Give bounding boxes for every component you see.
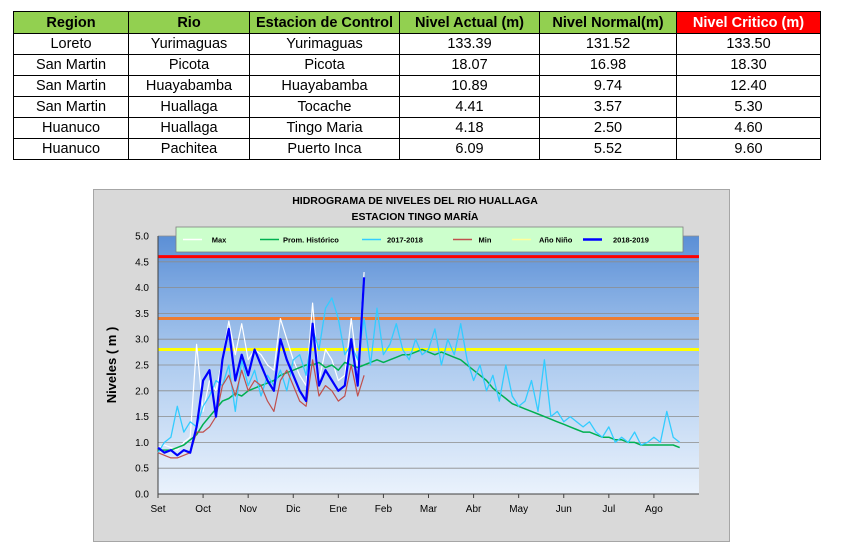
cell-nivel-normal: 16.98 (539, 54, 677, 76)
legend-label: Min (479, 236, 492, 245)
legend-label: Max (212, 236, 227, 245)
x-tick-label: Jul (602, 504, 615, 515)
cell-region: San Martin (13, 75, 129, 97)
table-row: Huanuco Pachitea Puerto Inca 6.09 5.52 9… (13, 138, 821, 160)
series-line-prom-hist-rico (158, 348, 680, 451)
cell-region: San Martin (13, 96, 129, 118)
cell-rio: Huallaga (128, 96, 250, 118)
cell-region: Huanuco (13, 117, 129, 139)
cell-rio: Pachitea (128, 138, 250, 160)
legend-label: Año Niño (539, 236, 573, 245)
chart-subtitle: ESTACION TINGO MARÍA (352, 210, 479, 223)
series-line-2018-2019 (157, 277, 366, 457)
x-tick-label: Nov (239, 504, 257, 515)
cell-nivel-critico: 18.30 (676, 54, 821, 76)
header-rio: Rio (128, 11, 250, 34)
cell-nivel-actual: 4.18 (399, 117, 540, 139)
y-tick-label: 5.0 (135, 232, 149, 243)
table-row: San Martin Huallaga Tocache 4.41 3.57 5.… (13, 96, 821, 118)
cell-nivel-actual: 10.89 (399, 75, 540, 97)
y-tick-label: 0.5 (135, 464, 149, 475)
cell-estacion: Tingo Maria (249, 117, 400, 139)
y-tick-label: 2.0 (135, 386, 149, 397)
x-tick-label: May (509, 504, 528, 515)
table-header-row: Region Rio Estacion de Control Nivel Act… (13, 11, 821, 34)
x-tick-label: Set (150, 504, 165, 515)
cell-nivel-critico: 5.30 (676, 96, 821, 118)
cell-nivel-actual: 4.41 (399, 96, 540, 118)
x-tick-label: Feb (375, 504, 393, 515)
header-nivel-actual: Nivel Actual (m) (399, 11, 540, 34)
chart-legend: Max Prom. Histórico 2017-2018 Min Año Niño 20… (175, 226, 684, 253)
header-estacion: Estacion de Control (249, 11, 400, 34)
series-line-max (157, 272, 365, 451)
cell-nivel-critico: 4.60 (676, 117, 821, 139)
series-line-2017-2018 (157, 297, 681, 454)
chart-title: HIDROGRAMA DE NIVELES DEL RIO HUALLAGA (292, 195, 538, 207)
cell-nivel-normal: 9.74 (539, 75, 677, 97)
cell-nivel-actual: 6.09 (399, 138, 540, 160)
table-row: Huanuco Huallaga Tingo Maria 4.18 2.50 4… (13, 117, 821, 139)
cell-nivel-actual: 133.39 (399, 33, 540, 55)
cell-nivel-normal: 3.57 (539, 96, 677, 118)
table-row: Loreto Yurimaguas Yurimaguas 133.39 131.… (13, 33, 821, 55)
cell-rio: Huallaga (128, 117, 250, 139)
plot-area: 0.0 0.5 1.0 1.5 2.0 2.5 3.0 3.5 4.0 4.5 5.0 Set Oct N… (135, 232, 699, 515)
y-tick-label: 1.5 (135, 412, 149, 423)
cell-nivel-critico: 12.40 (676, 75, 821, 97)
y-tick-label: 3.0 (135, 335, 149, 346)
table-row: San Martin Huayabamba Huayabamba 10.89 9… (13, 75, 821, 97)
x-tick-label: Abr (466, 504, 482, 515)
cell-estacion: Picota (249, 54, 400, 76)
cell-region: Huanuco (13, 138, 129, 160)
cell-rio: Yurimaguas (128, 33, 250, 55)
cell-nivel-normal: 131.52 (539, 33, 677, 55)
hydrograph-chart: HIDROGRAMA DE NIVELES DEL RIO HUALLAGA E… (104, 195, 699, 515)
y-tick-label: 0.0 (135, 490, 149, 501)
cell-estacion: Puerto Inca (249, 138, 400, 160)
cell-rio: Picota (128, 54, 250, 76)
header-nivel-critico: Nivel Critico (m) (676, 11, 821, 34)
y-tick-label: 4.0 (135, 283, 149, 294)
cell-nivel-actual: 18.07 (399, 54, 540, 76)
cell-nivel-critico: 9.60 (676, 138, 821, 160)
x-tick-label: Ene (329, 504, 347, 515)
x-tick-label: Ago (645, 504, 663, 515)
legend-label: Prom. Histórico (283, 236, 339, 245)
cell-estacion: Yurimaguas (249, 33, 400, 55)
y-tick-label: 2.5 (135, 361, 149, 372)
legend-label: 2017-2018 (387, 236, 423, 245)
cell-estacion: Huayabamba (249, 75, 400, 97)
cell-region: Loreto (13, 33, 129, 55)
y-axis-label: Niveles ( m ) (104, 327, 119, 404)
cell-estacion: Tocache (249, 96, 400, 118)
stations-table: Region Rio Estacion de Control Nivel Act… (13, 11, 821, 160)
y-tick-label: 3.5 (135, 309, 149, 320)
x-tick-label: Dic (286, 504, 300, 515)
header-nivel-normal: Nivel Normal(m) (539, 11, 677, 34)
cell-nivel-critico: 133.50 (676, 33, 821, 55)
y-tick-label: 4.5 (135, 257, 149, 268)
table-row: San Martin Picota Picota 18.07 16.98 18.… (13, 54, 821, 76)
x-tick-label: Oct (195, 504, 211, 515)
legend-label: 2018-2019 (613, 236, 649, 245)
x-tick-label: Jun (556, 504, 572, 515)
x-tick-label: Mar (420, 504, 438, 515)
y-tick-label: 1.0 (135, 438, 149, 449)
legend-box (175, 226, 684, 253)
header-region: Region (13, 11, 129, 34)
cell-nivel-normal: 5.52 (539, 138, 677, 160)
cell-rio: Huayabamba (128, 75, 250, 97)
cell-nivel-normal: 2.50 (539, 117, 677, 139)
cell-region: San Martin (13, 54, 129, 76)
